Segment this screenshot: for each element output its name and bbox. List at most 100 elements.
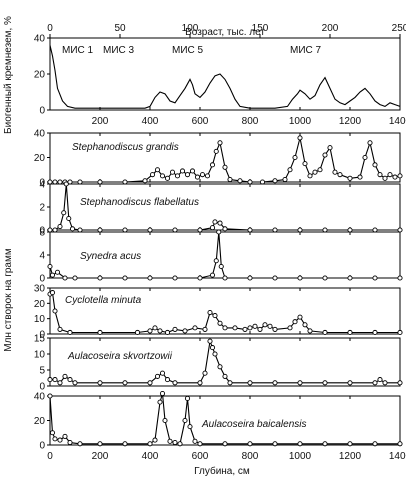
data-point xyxy=(52,308,58,314)
data-point xyxy=(297,380,303,386)
depth-tick-label: 1000 xyxy=(289,116,312,127)
data-point xyxy=(182,328,188,334)
data-point xyxy=(97,441,103,447)
data-point xyxy=(172,439,178,446)
data-point xyxy=(222,164,228,170)
y-tick-label: 0 xyxy=(39,178,45,189)
y-tick-label: 20 xyxy=(34,416,46,427)
data-point xyxy=(164,175,171,181)
data-point xyxy=(77,227,83,233)
data-point xyxy=(287,167,293,173)
data-point xyxy=(162,417,168,424)
data-point xyxy=(189,168,196,174)
depth-tick-label: 1200 xyxy=(339,116,362,127)
data-point xyxy=(357,174,363,180)
data-point xyxy=(297,227,303,233)
depth-tick-label: 400 xyxy=(142,451,159,462)
data-point xyxy=(217,140,223,146)
series-line xyxy=(50,183,400,231)
data-point xyxy=(172,380,178,386)
data-point xyxy=(69,226,76,232)
data-point xyxy=(213,148,219,154)
data-point xyxy=(194,174,201,180)
data-point xyxy=(347,227,353,233)
data-point xyxy=(272,326,278,332)
data-point xyxy=(169,169,176,175)
depth-tick-label: 0 xyxy=(47,451,53,462)
data-point xyxy=(52,179,58,185)
panel-label: Aulacoseira baicalensis xyxy=(201,419,307,430)
data-point xyxy=(57,179,63,185)
depth-tick-label: 400 xyxy=(142,116,159,127)
data-point xyxy=(97,275,103,281)
age-tick-label: 100 xyxy=(182,23,199,34)
data-point xyxy=(197,441,203,447)
data-point xyxy=(362,154,368,161)
data-point xyxy=(52,227,58,233)
data-point xyxy=(147,227,153,233)
y-tick-label: 40 xyxy=(34,392,46,403)
data-point xyxy=(184,172,191,178)
data-point xyxy=(307,173,313,179)
data-point xyxy=(272,178,278,184)
data-point xyxy=(147,441,153,447)
age-tick-label: 50 xyxy=(114,23,126,34)
data-point xyxy=(222,325,228,331)
mis-label: МИС 5 xyxy=(172,45,204,56)
data-point xyxy=(212,351,218,357)
data-point xyxy=(397,329,403,336)
depth-tick-label: 200 xyxy=(92,451,109,462)
silica-ylabel: Биогенный кремнезем, % xyxy=(3,16,14,134)
data-point xyxy=(347,441,353,447)
data-point xyxy=(247,380,253,386)
data-point xyxy=(47,179,53,185)
y-tick-label: 2 xyxy=(39,203,45,214)
data-point xyxy=(292,319,298,325)
data-point xyxy=(372,441,378,447)
data-point xyxy=(237,178,243,184)
data-point xyxy=(322,380,328,386)
data-point xyxy=(272,441,278,447)
data-point xyxy=(259,179,266,185)
panel-label: Stephanodiscus grandis xyxy=(72,142,179,153)
data-point xyxy=(367,140,373,146)
y-tick-label: 20 xyxy=(34,70,46,81)
data-point xyxy=(154,167,161,173)
data-point xyxy=(397,173,403,179)
panel-frame xyxy=(49,337,401,387)
y-tick-label: 30 xyxy=(34,284,46,295)
data-point xyxy=(217,320,223,326)
data-point xyxy=(142,178,148,184)
valves-ylabel: Млн створок на грамм xyxy=(3,248,14,352)
data-point xyxy=(272,275,278,281)
data-point xyxy=(164,377,171,383)
data-point xyxy=(147,328,153,334)
data-point xyxy=(327,145,333,151)
y-tick-label: 4 xyxy=(39,251,45,262)
y-tick-label: 0 xyxy=(39,441,45,452)
data-point xyxy=(172,326,178,332)
data-point xyxy=(282,176,288,183)
data-point xyxy=(272,380,278,386)
data-point xyxy=(217,220,223,226)
data-point xyxy=(122,275,128,281)
age-tick-label: 150 xyxy=(252,23,269,34)
data-point xyxy=(392,174,398,180)
diatom-panel: 0 4 8 Synedra acus xyxy=(39,228,403,285)
data-point xyxy=(227,380,233,386)
data-point xyxy=(322,441,328,447)
series-line xyxy=(50,137,401,183)
data-point xyxy=(212,313,218,319)
data-point xyxy=(159,390,166,397)
y-tick-label: 20 xyxy=(34,299,46,310)
data-point xyxy=(122,441,128,447)
data-point xyxy=(292,154,298,161)
panel-frame xyxy=(49,132,401,183)
age-tick-label: 250 xyxy=(392,23,406,34)
y-tick-label: 0 xyxy=(39,106,45,117)
data-point xyxy=(222,275,228,281)
depth-xlabel: Глубина, см xyxy=(194,465,250,477)
data-point xyxy=(122,380,128,386)
